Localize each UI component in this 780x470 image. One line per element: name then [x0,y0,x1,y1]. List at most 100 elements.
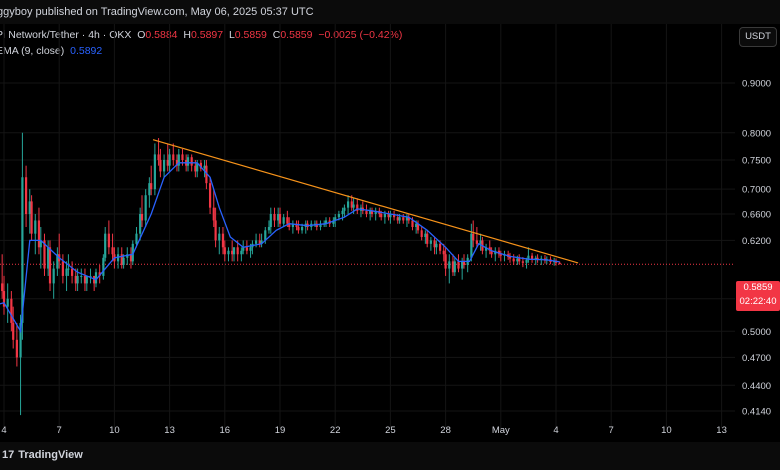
candle-body [89,275,92,277]
candle-body [525,259,528,263]
x-tick-label: 25 [385,425,396,436]
candle-body [199,162,202,169]
candle-body [34,220,37,234]
candle-body [120,254,123,265]
x-tick-label: 4 [1,425,6,436]
candle-body [334,217,337,221]
candle-body [61,261,64,276]
candle-body [374,210,377,215]
candle-body [370,210,374,215]
candle-body [24,177,28,215]
x-tick-label: 4 [553,425,558,436]
candle-body [19,322,22,358]
publish-bar: ggyboy published on TradingView.com, May… [0,0,780,24]
candle-body [85,275,88,284]
candle-body [278,214,282,224]
candle-body [37,220,41,248]
candle-body [162,160,166,172]
candle-body [389,214,392,218]
candle-body [157,154,160,161]
candle-body [30,201,33,234]
candle-body [350,201,353,208]
candle-body [484,247,488,251]
change-value: −0.0025 (−0.42%) [318,29,403,41]
candle-body [380,214,383,218]
candle-body [227,250,230,255]
candle-body [181,154,184,161]
candle-body [10,298,13,323]
candle-body [205,165,208,184]
candle-body [126,254,129,258]
candle-body [240,250,243,255]
candle-body [319,223,322,228]
candle-body [150,183,153,190]
candle-body [297,227,300,231]
candle-body [177,154,180,166]
candle-body [508,257,512,259]
candle-body [122,257,125,265]
y-tick-label: 0.6200 [742,236,771,247]
candle-body [453,261,456,273]
candle-body [94,272,98,284]
x-tick-label: 16 [220,425,231,436]
candle-body [512,258,515,262]
candle-body [324,220,328,224]
candle-body [214,220,217,241]
publish-info: ggyboy published on TradingView.com, May… [0,6,314,18]
candle-body [291,223,294,228]
candle-body [438,243,442,251]
candle-body [530,255,534,260]
candle-body [407,217,410,221]
candle-body [415,223,418,228]
candle-body [2,291,6,307]
candle-body [444,254,447,269]
candle-body [429,240,432,244]
price-chart[interactable]: 0.90000.80000.75000.70000.66000.62000.54… [0,24,780,442]
candle-body [65,268,68,276]
symbol-legend: Pi Network/Tether · 4h · OKX O0.5884 H0.… [0,29,402,41]
candle-body [48,247,52,284]
resistance-trendline[interactable] [152,139,579,264]
candle-body [43,240,46,269]
footer-bar: 17 TradingView [0,442,780,470]
y-tick-label: 0.4400 [742,381,771,392]
x-tick-label: 13 [716,425,727,436]
candle-body [144,195,147,221]
last-price-tag: 0.5859 02:22:40 [736,281,780,311]
candle-body [148,183,151,196]
candle-body [420,230,423,238]
ema-label[interactable]: EMA (9, close) [0,45,65,57]
candle-body [159,160,162,172]
candle-body [236,247,239,255]
candle-body [102,257,105,276]
candle-body [254,240,258,244]
candle-body [295,223,298,228]
candle-body [405,217,409,221]
candle-body [107,233,110,248]
brand-name: TradingView [18,449,83,461]
candle-body [433,240,436,248]
candle-body [461,261,464,269]
candle-body [518,258,521,262]
candle-body [457,261,460,269]
x-tick-label: 22 [330,425,341,436]
symbol-name[interactable]: Pi Network/Tether · 4h · OKX [0,29,132,41]
candle-body [47,247,50,269]
candle-body [111,247,114,255]
tradingview-logo[interactable]: 17 TradingView [2,449,83,461]
candle-body [6,298,9,307]
candle-body [448,261,451,269]
candle-body [435,243,438,248]
candle-body [346,201,350,208]
candle-body [203,165,206,169]
close-label: C [272,29,281,41]
candle-body [286,217,289,224]
candle-body [12,322,15,340]
candle-body [245,247,248,251]
x-tick-label: 10 [109,425,120,436]
candle-body [74,275,77,284]
candle-body [516,258,519,262]
candle-body [175,160,179,166]
currency-button[interactable]: USDT [739,27,777,47]
high-value: 0.5897 [190,29,224,41]
